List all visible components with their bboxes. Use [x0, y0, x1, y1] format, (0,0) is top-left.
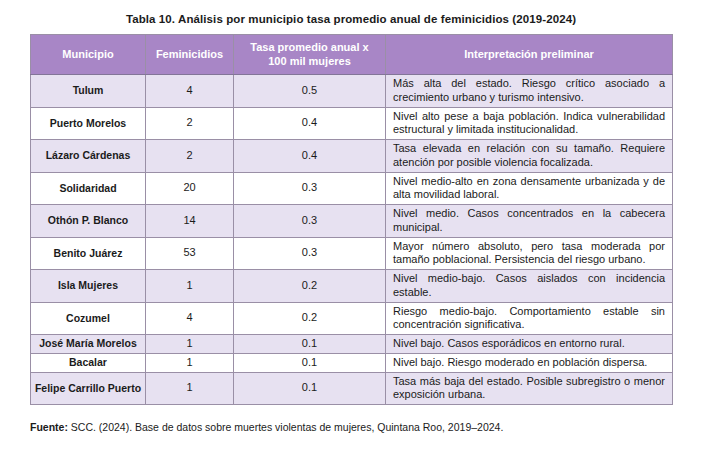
interpretacion-cell: Más alta del estado. Riesgo crítico asoc…: [386, 75, 673, 108]
interpretacion-cell: Nivel medio. Casos concentrados en la ca…: [386, 205, 673, 238]
source-label: Fuente:: [30, 421, 68, 433]
table-row: Othón P. Blanco140.3Nivel medio. Casos c…: [31, 205, 673, 238]
feminicidios-cell: 53: [146, 237, 234, 270]
column-header-2: Tasa promedio anual x 100 mil mujeres: [234, 35, 386, 75]
table-header-row: MunicipioFeminicidiosTasa promedio anual…: [31, 35, 673, 75]
feminicidios-cell: 20: [146, 172, 234, 205]
tasa-cell: 0.1: [234, 335, 386, 354]
table-body: Tulum40.5Más alta del estado. Riesgo crí…: [31, 75, 673, 405]
column-header-1: Feminicidios: [146, 35, 234, 75]
municipio-cell: Isla Mujeres: [31, 270, 146, 303]
interpretacion-cell: Riesgo medio-bajo. Comportamiento establ…: [386, 302, 673, 335]
municipio-cell: José María Morelos: [31, 335, 146, 354]
municipio-cell: Solidaridad: [31, 172, 146, 205]
municipio-cell: Othón P. Blanco: [31, 205, 146, 238]
municipio-cell: Puerto Morelos: [31, 107, 146, 140]
table-row: Bacalar10.1Nivel bajo. Riesgo moderado e…: [31, 353, 673, 372]
table-row: Benito Juárez530.3Mayor número absoluto,…: [31, 237, 673, 270]
source-note: Fuente: SCC. (2024). Base de datos sobre…: [30, 421, 702, 433]
municipio-cell: Cozumel: [31, 302, 146, 335]
table-row: Felipe Carrillo Puerto10.1Tasa más baja …: [31, 372, 673, 405]
tasa-cell: 0.5: [234, 75, 386, 108]
page-title: Tabla 10. Análisis por municipio tasa pr…: [0, 0, 702, 25]
interpretacion-cell: Nivel bajo. Casos esporádicos en entorno…: [386, 335, 673, 354]
feminicidios-cell: 1: [146, 372, 234, 405]
feminicidios-cell: 1: [146, 335, 234, 354]
municipio-cell: Tulum: [31, 75, 146, 108]
table-row: Tulum40.5Más alta del estado. Riesgo crí…: [31, 75, 673, 108]
tasa-cell: 0.1: [234, 372, 386, 405]
tasa-cell: 0.3: [234, 237, 386, 270]
tasa-cell: 0.3: [234, 172, 386, 205]
column-header-0: Municipio: [31, 35, 146, 75]
feminicidios-cell: 2: [146, 140, 234, 173]
feminicidios-cell: 1: [146, 353, 234, 372]
table-row: Isla Mujeres10.2Nivel medio-bajo. Casos …: [31, 270, 673, 303]
interpretacion-cell: Nivel medio-bajo. Casos aislados con inc…: [386, 270, 673, 303]
interpretacion-cell: Nivel bajo. Riesgo moderado en población…: [386, 353, 673, 372]
feminicidios-cell: 2: [146, 107, 234, 140]
municipio-cell: Bacalar: [31, 353, 146, 372]
tasa-cell: 0.2: [234, 302, 386, 335]
table-row: Lázaro Cárdenas20.4Tasa elevada en relac…: [31, 140, 673, 173]
table-row: Cozumel40.2Riesgo medio-bajo. Comportami…: [31, 302, 673, 335]
municipality-table: MunicipioFeminicidiosTasa promedio anual…: [30, 34, 673, 405]
table-row: José María Morelos10.1Nivel bajo. Casos …: [31, 335, 673, 354]
feminicidios-cell: 14: [146, 205, 234, 238]
column-header-3: Interpretación preliminar: [386, 35, 673, 75]
interpretacion-cell: Mayor número absoluto, pero tasa moderad…: [386, 237, 673, 270]
table-row: Solidaridad200.3Nivel medio-alto en zona…: [31, 172, 673, 205]
interpretacion-cell: Nivel alto pese a baja población. Indica…: [386, 107, 673, 140]
interpretacion-cell: Tasa elevada en relación con su tamaño. …: [386, 140, 673, 173]
source-text: SCC. (2024). Base de datos sobre muertes…: [68, 421, 503, 433]
tasa-cell: 0.1: [234, 353, 386, 372]
tasa-cell: 0.3: [234, 205, 386, 238]
interpretacion-cell: Nivel medio-alto en zona densamente urba…: [386, 172, 673, 205]
table-row: Puerto Morelos20.4Nivel alto pese a baja…: [31, 107, 673, 140]
municipio-cell: Benito Juárez: [31, 237, 146, 270]
municipio-cell: Felipe Carrillo Puerto: [31, 372, 146, 405]
feminicidios-cell: 1: [146, 270, 234, 303]
tasa-cell: 0.4: [234, 140, 386, 173]
tasa-cell: 0.2: [234, 270, 386, 303]
feminicidios-cell: 4: [146, 75, 234, 108]
municipio-cell: Lázaro Cárdenas: [31, 140, 146, 173]
feminicidios-cell: 4: [146, 302, 234, 335]
tasa-cell: 0.4: [234, 107, 386, 140]
interpretacion-cell: Tasa más baja del estado. Posible subreg…: [386, 372, 673, 405]
